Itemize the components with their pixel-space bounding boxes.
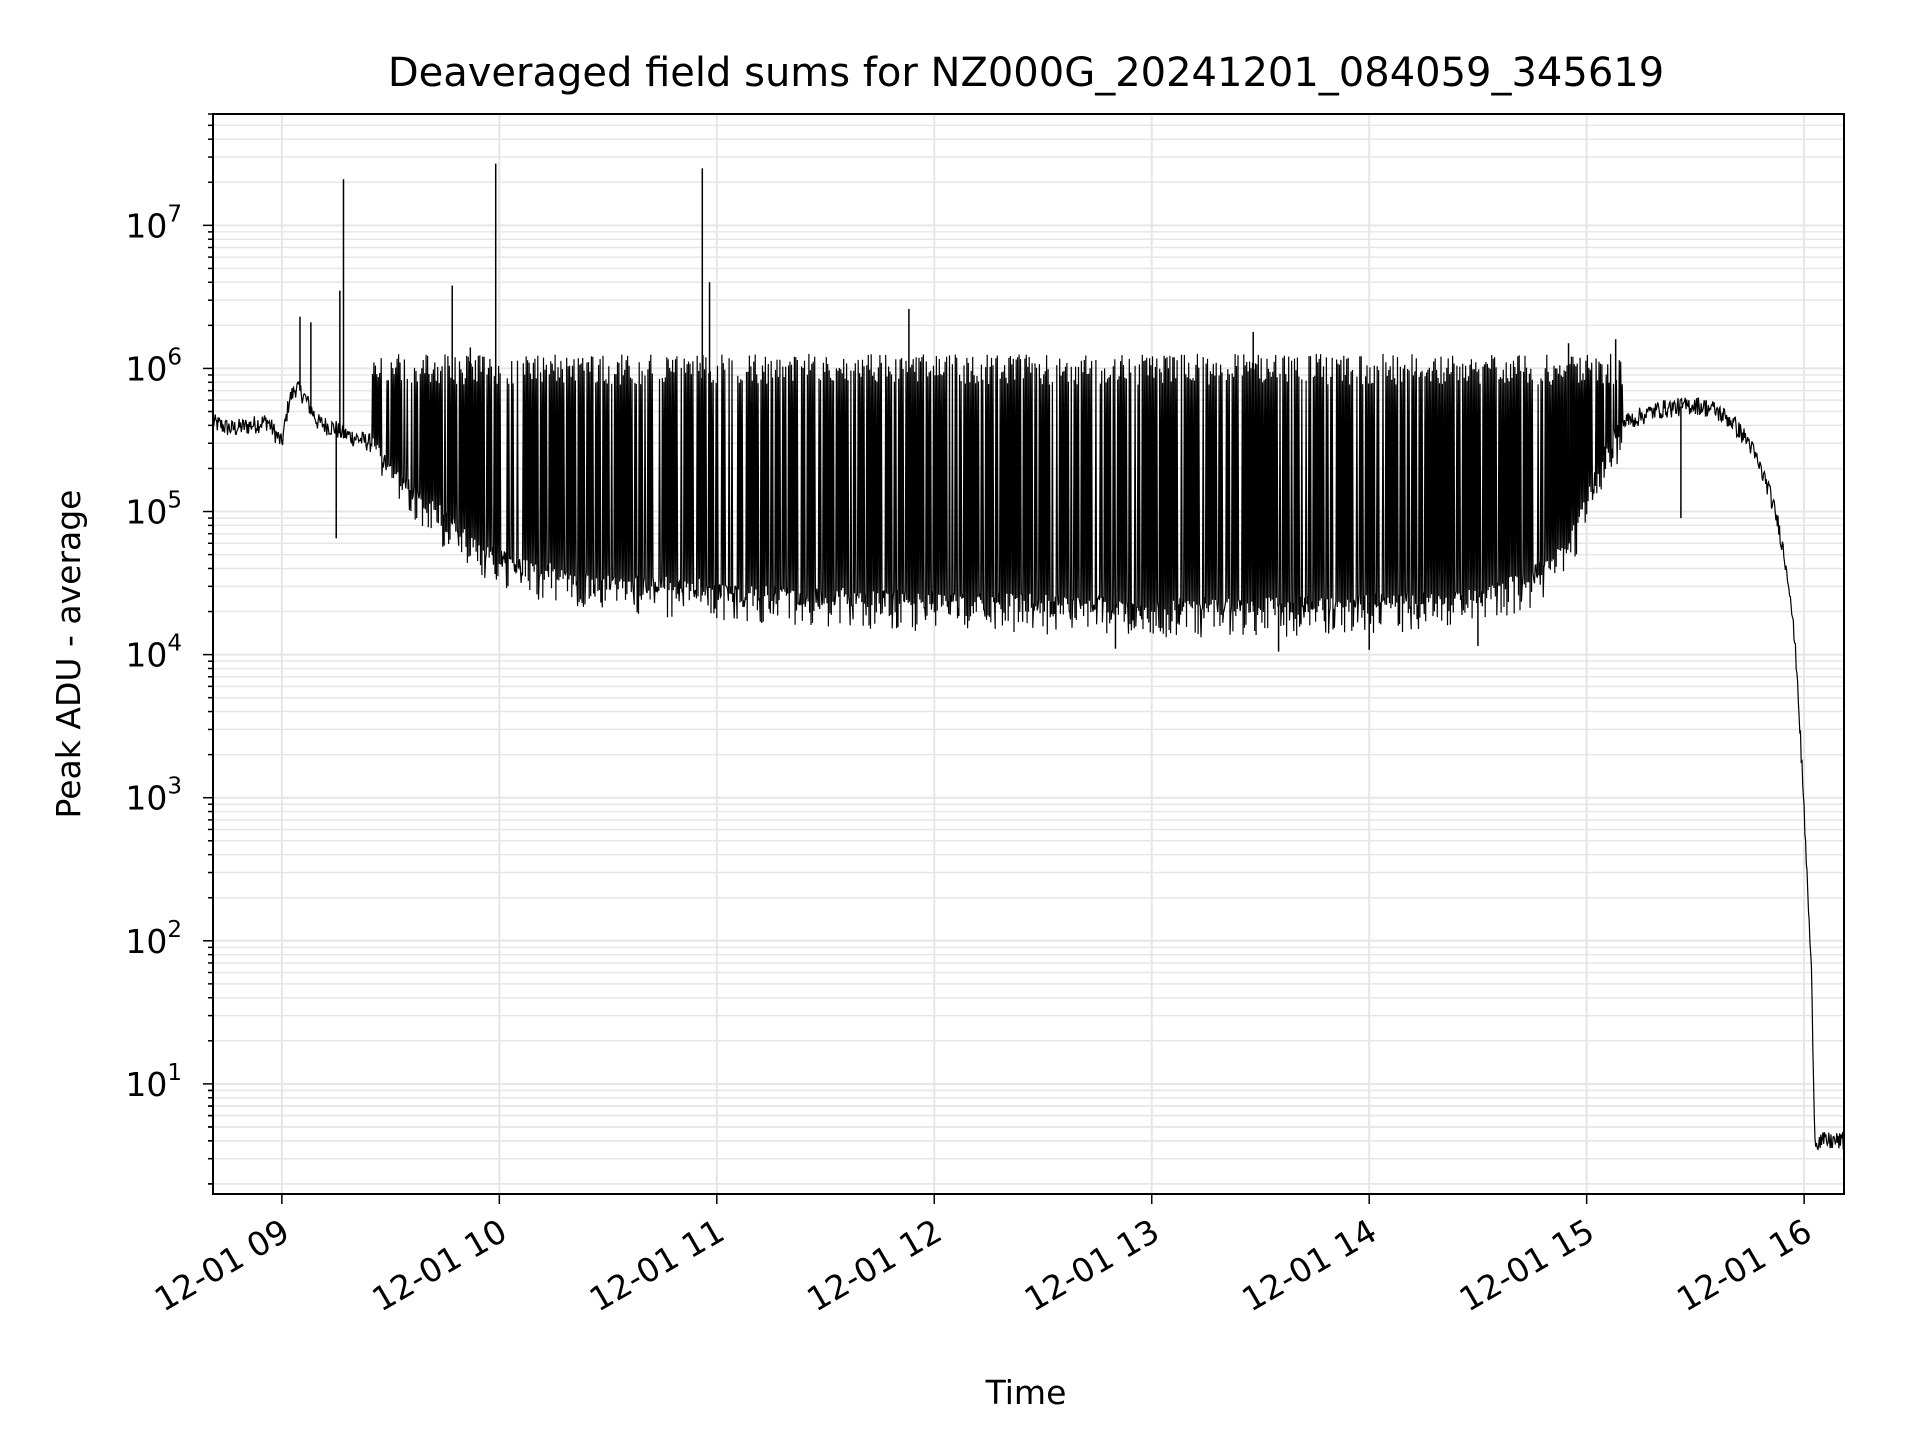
x-tick-label: 12-01 16 <box>1670 1211 1818 1319</box>
grid-lines <box>213 113 1844 1194</box>
x-tick-label: 12-01 11 <box>583 1211 731 1319</box>
y-tick-label: 107 <box>125 201 182 245</box>
x-tick-label: 12-01 13 <box>1018 1211 1166 1319</box>
y-tick-label: 103 <box>125 774 182 818</box>
x-tick-label: 12-01 10 <box>365 1211 513 1319</box>
y-axis: 101 102 103 104 105 106 107 <box>125 113 213 1185</box>
chart-title: Deaveraged field sums for NZ000G_2024120… <box>388 50 1664 96</box>
data-line <box>212 353 1844 1151</box>
y-tick-label: 102 <box>125 917 182 961</box>
data-series <box>212 163 1844 1151</box>
y-tick-label: 105 <box>125 488 182 532</box>
x-tick-label: 12-01 15 <box>1453 1211 1601 1319</box>
y-tick-label: 104 <box>125 631 182 675</box>
y-axis-label: Peak ADU - average <box>49 490 88 819</box>
x-tick-label: 12-01 09 <box>148 1211 296 1319</box>
x-tick-label: 12-01 14 <box>1235 1211 1383 1319</box>
x-axis-label: Time <box>985 1373 1067 1412</box>
y-tick-label: 101 <box>125 1060 182 1104</box>
x-tick-label: 12-01 12 <box>800 1211 948 1319</box>
y-tick-label: 106 <box>125 344 182 388</box>
x-axis: 12-01 09 12-01 10 12-01 11 12-01 12 12-01 13… <box>148 1194 1818 1319</box>
